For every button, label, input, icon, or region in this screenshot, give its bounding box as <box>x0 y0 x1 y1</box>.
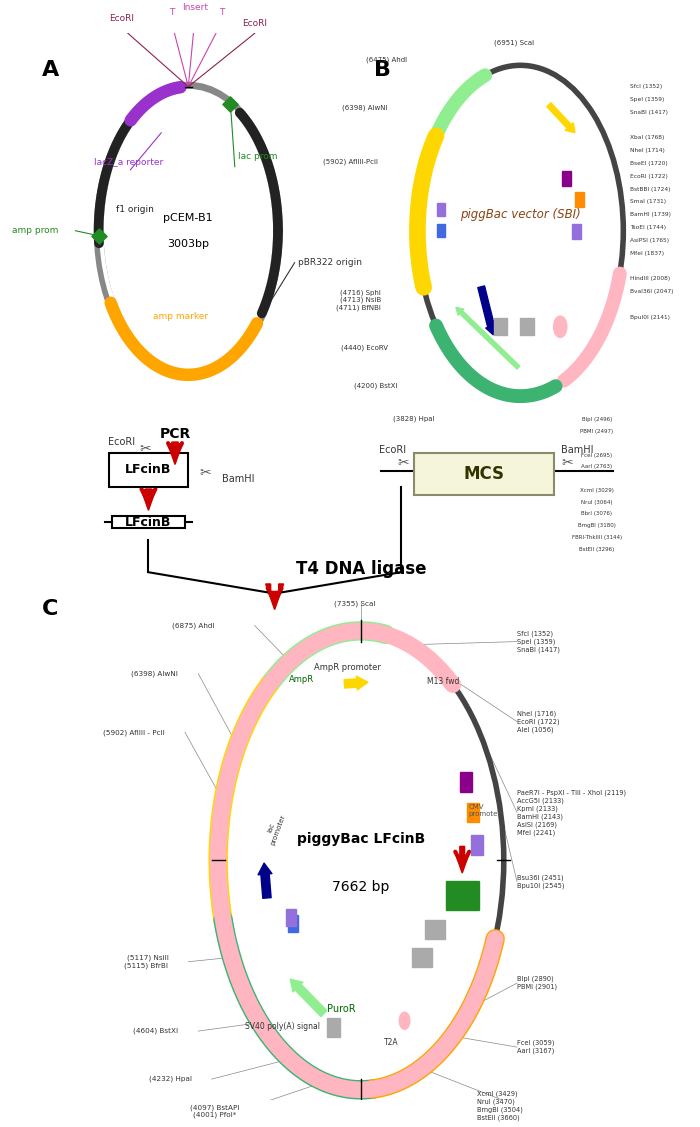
Bar <box>468 804 480 823</box>
Text: BbrI (3076): BbrI (3076) <box>581 512 612 516</box>
Text: MfeI (1837): MfeI (1837) <box>630 250 664 256</box>
Text: BamHI (1739): BamHI (1739) <box>630 212 671 218</box>
Bar <box>286 909 296 926</box>
Text: M13 fwd: M13 fwd <box>428 677 460 686</box>
Polygon shape <box>168 442 182 464</box>
Text: (5117) NsiII
(5115) BfrBI: (5117) NsiII (5115) BfrBI <box>125 955 169 969</box>
Bar <box>412 948 431 967</box>
Text: lacZ_a reporter: lacZ_a reporter <box>94 158 163 167</box>
Text: FBRI-ThkIIII (3144): FBRI-ThkIIII (3144) <box>572 535 622 540</box>
Text: SV40 poly(A) signal: SV40 poly(A) signal <box>245 1022 320 1031</box>
Text: NheI (1714): NheI (1714) <box>630 148 665 153</box>
Text: ✂: ✂ <box>397 456 409 470</box>
Text: f1 origin: f1 origin <box>116 205 154 214</box>
Polygon shape <box>266 584 284 610</box>
Text: CMV
promoter: CMV promoter <box>469 804 501 817</box>
Text: lac
promoter: lac promoter <box>263 811 286 845</box>
Text: ✂: ✂ <box>199 465 211 480</box>
Bar <box>471 835 483 854</box>
Text: EcoRI: EcoRI <box>242 19 267 28</box>
Text: SpeI (1359): SpeI (1359) <box>630 97 664 101</box>
Text: T: T <box>169 8 174 17</box>
Bar <box>446 880 479 911</box>
FancyArrowPatch shape <box>456 792 468 828</box>
Text: T4 DNA ligase: T4 DNA ligase <box>295 560 426 578</box>
Text: Bsu36I (2451)
Bpu10I (2545): Bsu36I (2451) Bpu10I (2545) <box>517 875 565 889</box>
Text: T: T <box>219 8 224 17</box>
Text: BlpI (2890)
PBMI (2901): BlpI (2890) PBMI (2901) <box>517 976 557 991</box>
Text: FceI (3059)
AarI (3167): FceI (3059) AarI (3167) <box>517 1040 554 1055</box>
Text: XcmI (3029): XcmI (3029) <box>580 488 614 492</box>
Text: BamHI: BamHI <box>221 474 254 485</box>
Text: (4232) HpaI: (4232) HpaI <box>148 1076 192 1082</box>
FancyArrowPatch shape <box>290 979 327 1017</box>
Text: TsoEI (1744): TsoEI (1744) <box>630 225 666 230</box>
Text: EcoRI: EcoRI <box>108 437 136 447</box>
Bar <box>437 224 444 237</box>
Text: (6475) AhdI: (6475) AhdI <box>366 56 407 63</box>
Text: (6398) AlwNI: (6398) AlwNI <box>342 105 388 112</box>
Text: (6875) AhdI: (6875) AhdI <box>172 622 215 629</box>
Text: LFcinB: LFcinB <box>125 515 172 529</box>
Text: BstEII (3296): BstEII (3296) <box>579 547 615 551</box>
Text: ✂: ✂ <box>561 456 573 470</box>
Circle shape <box>554 316 567 337</box>
Bar <box>520 318 533 336</box>
FancyArrowPatch shape <box>456 308 520 369</box>
Point <box>225 95 236 113</box>
Text: C: C <box>42 598 59 619</box>
Text: (4097) BstAPI
(4001) PfoI*: (4097) BstAPI (4001) PfoI* <box>190 1104 239 1118</box>
Text: 3003bp: 3003bp <box>167 239 209 249</box>
Text: (6951) ScaI: (6951) ScaI <box>494 39 534 46</box>
Text: (6398) AlwNI: (6398) AlwNI <box>132 671 178 677</box>
Text: FceI (2695): FceI (2695) <box>581 453 612 458</box>
Bar <box>571 224 581 239</box>
Text: BstBBI (1724): BstBBI (1724) <box>630 187 671 192</box>
Text: (7355) ScaI: (7355) ScaI <box>334 601 375 607</box>
Text: NheI (1716)
EcoRI (1722)
AleI (1056): NheI (1716) EcoRI (1722) AleI (1056) <box>517 710 560 733</box>
Circle shape <box>399 1012 410 1029</box>
Text: PaeR7I - PspXI - TliI - XhoI (2119)
AccG5I (2133)
KpmI (2133)
BamHI (2143)
AsiSI: PaeR7I - PspXI - TliI - XhoI (2119) AccG… <box>517 789 626 835</box>
Text: BlpI (2496): BlpI (2496) <box>582 417 612 423</box>
Text: (5902) AfIIII-PciI: (5902) AfIIII-PciI <box>323 158 377 165</box>
Text: HindIII (2008): HindIII (2008) <box>630 276 670 282</box>
Text: LFcinB: LFcinB <box>125 463 172 477</box>
Polygon shape <box>457 846 468 873</box>
Text: SfcI (1352): SfcI (1352) <box>630 85 662 89</box>
FancyArrowPatch shape <box>344 676 368 690</box>
Text: (3828) HpaI: (3828) HpaI <box>393 416 435 421</box>
Text: (4200) BstXI: (4200) BstXI <box>354 382 398 389</box>
Text: PBMI (2497): PBMI (2497) <box>580 429 613 434</box>
Text: EcoRI (1722): EcoRI (1722) <box>630 174 668 179</box>
Text: BmgBI (3180): BmgBI (3180) <box>578 523 616 529</box>
FancyArrowPatch shape <box>478 286 496 335</box>
Bar <box>575 193 584 207</box>
Text: T2A: T2A <box>384 1038 398 1047</box>
Text: BpuI0I (2141): BpuI0I (2141) <box>630 314 670 320</box>
Bar <box>425 920 445 939</box>
Bar <box>288 915 298 932</box>
Text: SmaI (1731): SmaI (1731) <box>630 199 666 204</box>
Text: BseEI (1720): BseEI (1720) <box>630 161 668 166</box>
Bar <box>494 318 507 336</box>
Text: (5902) AfIIII - PciI: (5902) AfIIII - PciI <box>104 729 165 736</box>
Text: SfcI (1352)
SpeI (1359)
SnaBI (1417): SfcI (1352) SpeI (1359) SnaBI (1417) <box>517 630 560 653</box>
Text: PCR: PCR <box>160 427 190 441</box>
Text: lac prom: lac prom <box>238 152 278 161</box>
Text: amp prom: amp prom <box>13 227 59 236</box>
Text: Insert: Insert <box>182 3 208 12</box>
Text: EcoRI: EcoRI <box>379 445 407 455</box>
Text: amp marker: amp marker <box>153 312 208 321</box>
Text: pBR322 origin: pBR322 origin <box>298 258 362 267</box>
Text: 7662 bp: 7662 bp <box>332 880 390 894</box>
Text: XbaI (1768): XbaI (1768) <box>630 135 664 141</box>
Text: piggyBac LFcinB: piggyBac LFcinB <box>297 832 425 846</box>
Text: AarI (2763): AarI (2763) <box>581 464 612 470</box>
Text: pCEM-B1: pCEM-B1 <box>164 213 213 223</box>
Bar <box>112 516 185 529</box>
Text: piggBac vector (SBI): piggBac vector (SBI) <box>460 208 581 221</box>
Text: BvaI36I (2047): BvaI36I (2047) <box>630 289 673 294</box>
Point <box>93 227 104 245</box>
Text: EcoRI: EcoRI <box>109 14 134 23</box>
Text: B: B <box>374 60 391 80</box>
